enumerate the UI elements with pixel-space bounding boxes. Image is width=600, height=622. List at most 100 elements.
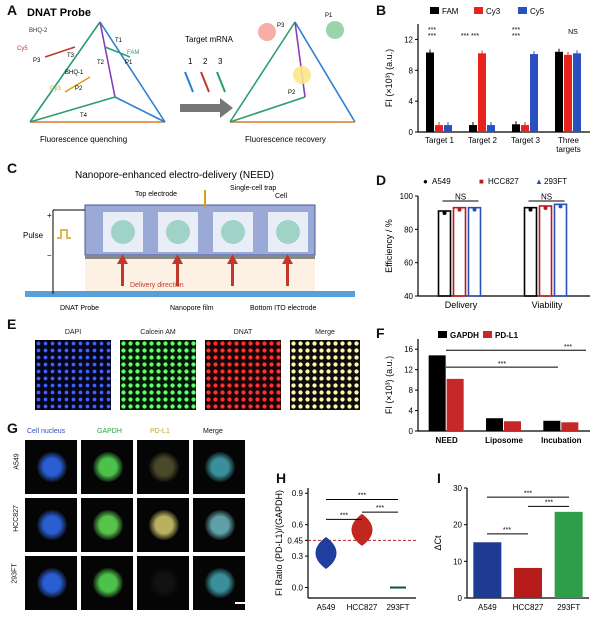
tag-bhq2: BHQ-2 [29,28,48,34]
cell-image-r1-c1 [81,498,133,552]
pulse-icon [57,229,71,239]
f-bar-1-1 [504,421,521,431]
tag-r-p2: P2 [288,90,296,96]
cell-blob-r0-c2 [149,452,179,482]
col-merge: Merge [203,428,223,435]
nanopore-film [85,255,315,259]
target-num-1: 1 [188,57,193,66]
glow-p3 [258,23,276,41]
tag-r-p3: P3 [277,23,285,29]
col-pdl1: PD-L1 [150,428,170,435]
panel-label-d: D [376,172,387,188]
i-ytick-label-2: 20 [453,521,462,530]
panel-e: E DAPI Calcein AM DNAT Merge [5,316,360,415]
cell-image-r2-c1 [81,556,133,610]
f-ytick-label-1: 4 [409,407,414,416]
cell-blob-r2-c3 [205,568,235,598]
f-ytick-label-3: 12 [404,366,413,375]
i-sig-1: *** [545,500,553,507]
d-ylabel: Efficiency / % [384,219,394,273]
b-ytick-label-1: 4 [409,97,414,106]
cell-blob-r1-c1 [93,510,123,540]
h-sig-1: *** [376,505,384,512]
h-violin-1 [351,513,373,546]
panel-f: F 0 4 8 12 16 FI (×10³) (a.u.) GAPDH PD-L1 NEED L… [368,325,598,460]
pulse-label: Pulse [23,231,44,240]
h-sig-2: *** [358,492,366,499]
b-sig-5: NS [568,29,578,36]
d-point-0-2 [472,207,477,212]
i-bar-2 [554,511,583,598]
tag-p2: P2 [75,86,83,92]
f-bar-0-1 [446,378,464,431]
h-ytick-label-0: 0.0 [292,584,304,593]
scale-bar [235,602,249,604]
h-ytick-label-4: 0.9 [292,489,304,498]
ito-label: Bottom ITO electrode [250,305,317,312]
tag-fam: FAM [127,50,139,56]
b-sig-1: *** [428,33,436,40]
chart-d: 40 60 80 100 Efficiency / % ● A549 ■ HCC827 ▲ 293F… [384,177,590,310]
tag-t1: T1 [115,38,123,44]
f-bar-1-0 [486,418,503,431]
panel-label-b: B [376,2,387,18]
b-bar-1-0 [469,125,477,132]
d-point-0-0 [442,211,447,215]
d-legend-label-0: A549 [432,177,451,186]
h-sig-0: *** [340,512,348,519]
b-sig-3: *** [512,27,520,34]
tag-cy3: Cy3 [50,86,61,92]
col-nucleus: Cell nucleus [27,428,66,435]
micro-dnat: DNAT [205,329,281,410]
tag-p1: P1 [125,60,133,66]
b-bar-2-1 [521,125,529,132]
target-num-3: 3 [218,57,223,66]
cell-blob-r2-c1 [93,568,123,598]
panel-h: H 0.0 0.3 0.45 0.6 0.9 FI Ratio (PD-L1)/(GAPD… [258,470,423,617]
glow-p1 [326,21,344,39]
b-xtick-3: Three [558,136,579,145]
i-ytick-label-0: 0 [458,594,463,603]
cell-image-r1-c0 [25,498,77,552]
probe-label: DNAT Probe [60,305,99,312]
h-ytick-label-3: 0.6 [292,521,304,530]
panel-label-c: C [7,160,18,176]
cell-image-r2-c0 [25,556,77,610]
need-device-diagram: Nanopore-enhanced electro-delivery (NEED… [23,170,355,312]
cell-blob-r2-c0 [37,568,67,598]
cell-label: Cell [275,193,288,200]
b-legend-label-0: FAM [442,7,459,16]
f-legend-label-1: PD-L1 [495,331,519,340]
panel-label-e: E [7,316,17,332]
f-legend-label-0: GAPDH [450,331,479,340]
target-num-2: 2 [203,57,208,66]
b-xtick-2: Target 3 [511,136,540,145]
cell-image-r1-c3 [193,498,245,552]
d-legend-label-2: 293FT [544,177,567,186]
tag-r-p1: P1 [325,13,333,19]
d-legend-mark-2: ▲ [535,177,543,186]
d-sig-1: NS [541,192,552,201]
d-point-1-0 [528,207,533,212]
film-label: Nanopore film [170,305,214,312]
cell-blob-r1-c0 [37,510,67,540]
chart-i: 0 10 20 30 ΔCt A549 HCC827 293FT *** *** *** [433,484,589,612]
b-sig-4: *** [512,33,520,40]
b-legend-swatch-2 [518,7,527,14]
panel-label-a: A [7,2,18,18]
b-bar-0-0 [426,52,434,132]
target-mrna-label: Target mRNA [185,35,234,44]
d-bar-0-2 [467,206,482,297]
dnat-probe-diagram: DNAT Probe BHQ-2 Cy5 P3 T3 T2 T1 FAM BHQ… [17,7,356,144]
tag-cy5: Cy5 [17,46,28,52]
trap-label: Single-cell trap [230,185,276,192]
row-293ft: 293FT [11,563,19,584]
f-bar-0-0 [428,355,446,431]
i-ylabel: ΔCt [433,535,443,551]
b-bar-0-1 [435,125,443,132]
i-bar-0 [473,542,502,598]
micro-calcein: Calcein AM [120,329,196,410]
i-sig-0: *** [503,527,511,534]
h-ytick-label-1: 0.3 [292,552,304,561]
f-sig-1: *** [564,344,572,351]
